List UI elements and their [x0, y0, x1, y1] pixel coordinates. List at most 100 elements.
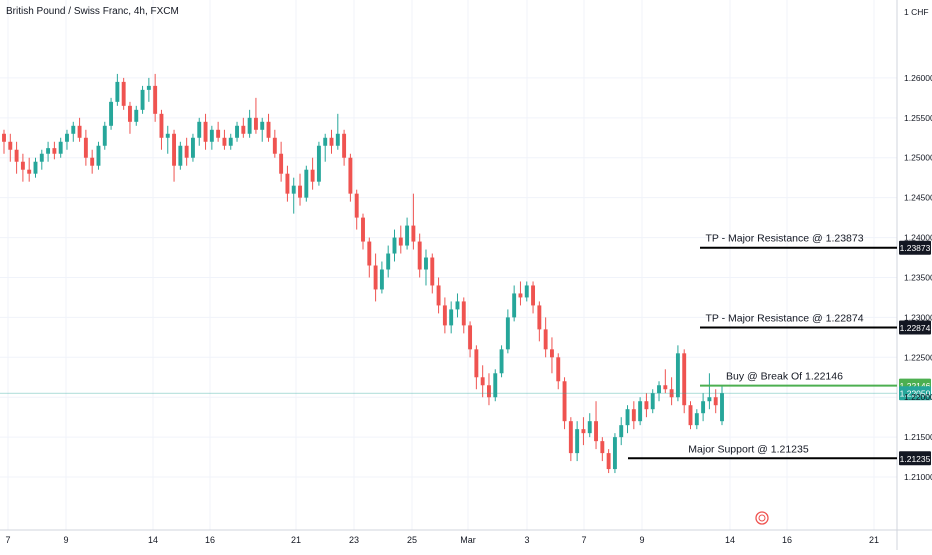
candle-body [184, 145, 189, 158]
candle-body [272, 137, 277, 154]
candle-body [8, 141, 13, 150]
candle-body [663, 385, 668, 390]
currency-label: 1 CHF [904, 7, 929, 17]
candle-body [417, 241, 422, 270]
candle-body [424, 257, 428, 270]
level-label: TP - Major Resistance @ 1.23873 [705, 233, 863, 245]
candle-body [512, 293, 517, 318]
x-tick-label: 7 [5, 535, 10, 545]
candle-body [77, 125, 82, 138]
candle-body [631, 409, 636, 422]
candle-body [304, 169, 309, 198]
candle-body [524, 285, 529, 298]
candle-body [159, 113, 164, 138]
candle-body [442, 305, 447, 326]
candle-body [140, 89, 145, 110]
candle-body [90, 157, 95, 166]
candle-body [612, 437, 617, 470]
x-tick-label: 9 [639, 535, 644, 545]
candle-body [694, 413, 699, 426]
candle-body [600, 441, 605, 454]
price-tag [899, 240, 931, 255]
candle-body [96, 145, 101, 166]
candle-body [720, 393, 724, 422]
candle-body [102, 125, 107, 146]
candle-body [228, 137, 233, 146]
y-tick-label: 1.22000 [904, 392, 932, 402]
price-tag [899, 320, 931, 335]
candle-body [556, 357, 561, 382]
candle-body [493, 373, 498, 398]
candle-body [46, 148, 51, 154]
candle-body [373, 265, 378, 290]
candle-body [153, 85, 158, 114]
candle-body [209, 129, 214, 142]
candle-body [27, 169, 32, 174]
candle-body [52, 148, 57, 154]
candle-body [310, 169, 315, 182]
candle-body [172, 133, 177, 166]
price-tag-text: 1.21235 [900, 454, 931, 464]
x-tick-label: 25 [407, 535, 417, 545]
candle-body [518, 293, 523, 298]
candle-body [247, 117, 252, 134]
candle-body [316, 145, 321, 182]
current-price-tag [899, 386, 931, 401]
candle-body [216, 129, 221, 138]
y-tick-label: 1.22500 [904, 352, 932, 362]
candle-body [146, 85, 151, 90]
price-tag-text: 1.22146 [900, 381, 931, 391]
event-flag-icon-inner [758, 514, 766, 522]
x-tick-label: 16 [782, 535, 792, 545]
price-tag [899, 451, 931, 466]
candle-body [323, 137, 328, 146]
candle-body [342, 133, 347, 158]
candle-body [455, 301, 460, 310]
candle-body [707, 397, 712, 402]
candle-body [222, 137, 227, 146]
candle-body [235, 125, 239, 138]
candle-body [379, 269, 384, 290]
price-tag-text: 1.22874 [900, 323, 931, 333]
candle-body [581, 429, 586, 434]
y-tick-label: 1.26000 [904, 73, 932, 83]
candle-body [178, 145, 183, 166]
candle-body [549, 349, 554, 358]
candle-body [562, 381, 567, 422]
candle-body [203, 121, 208, 142]
candle-body [688, 405, 693, 426]
candle-body [411, 225, 416, 242]
candle-body [298, 185, 302, 198]
x-tick-label: 14 [725, 535, 735, 545]
y-tick-label: 1.21000 [904, 472, 932, 482]
candle-body [253, 117, 258, 130]
x-tick-label: Mar [460, 535, 476, 545]
candle-body [109, 101, 114, 126]
candle-body [531, 285, 536, 306]
candle-body [644, 401, 649, 410]
x-tick-label: 16 [205, 535, 215, 545]
candle-body [543, 329, 548, 350]
candle-body [468, 325, 473, 350]
candle-body [197, 121, 202, 138]
candle-body [398, 237, 403, 246]
candle-body [568, 421, 573, 454]
candle-body [657, 385, 661, 394]
candle-body [587, 421, 592, 434]
candle-body [701, 401, 706, 414]
candle-body [499, 349, 504, 374]
candle-body [575, 429, 580, 454]
candle-body [430, 257, 435, 286]
x-tick-label: 3 [524, 535, 529, 545]
x-tick-label: 9 [63, 535, 68, 545]
candle-body [713, 397, 718, 406]
candle-body [461, 301, 466, 326]
candle-body [537, 305, 542, 330]
candle-body [436, 285, 441, 306]
candle-body [619, 425, 624, 438]
candle-body [20, 161, 25, 170]
candle-body [487, 385, 491, 398]
candle-body [594, 421, 598, 442]
